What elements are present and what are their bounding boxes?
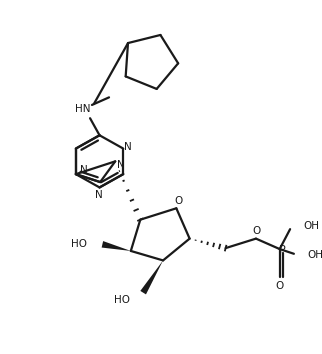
Polygon shape bbox=[140, 261, 163, 295]
Text: O: O bbox=[174, 196, 182, 206]
Text: N: N bbox=[117, 160, 125, 170]
Text: O: O bbox=[253, 226, 261, 236]
Text: O: O bbox=[276, 281, 284, 291]
Text: N: N bbox=[80, 165, 87, 175]
Text: N: N bbox=[124, 142, 132, 152]
Text: N: N bbox=[95, 190, 102, 200]
Text: HN: HN bbox=[75, 104, 90, 114]
Text: P: P bbox=[279, 245, 286, 255]
Polygon shape bbox=[102, 241, 131, 251]
Text: OH: OH bbox=[303, 221, 319, 231]
Text: HO: HO bbox=[71, 239, 87, 249]
Text: HO: HO bbox=[114, 295, 130, 305]
Text: OH: OH bbox=[307, 250, 322, 260]
